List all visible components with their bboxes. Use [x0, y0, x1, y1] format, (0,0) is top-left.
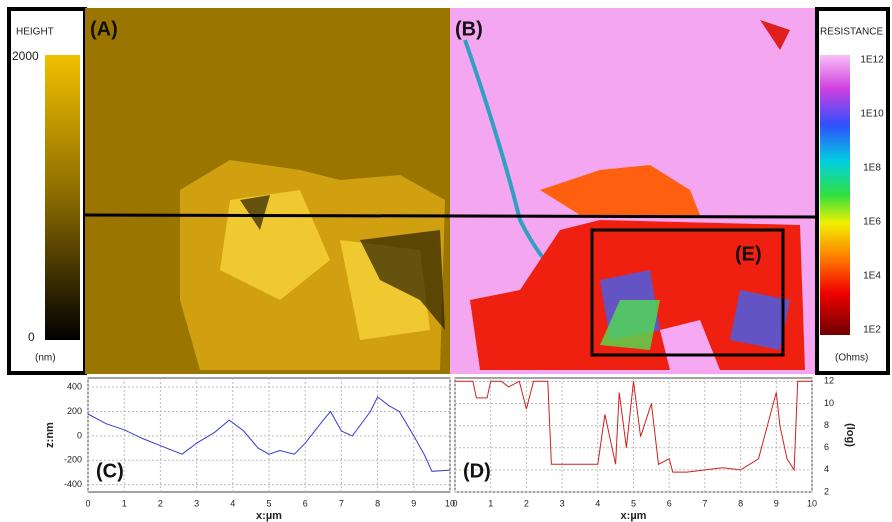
resistance-title: RESISTANCE [820, 27, 883, 38]
x-tick-label: 1 [122, 498, 127, 508]
x-tick-label: 4 [230, 498, 235, 508]
x-tick-label: 10 [807, 498, 817, 508]
region-orange [540, 165, 700, 215]
height-colorbar [45, 55, 80, 340]
panel-label: (A) [90, 18, 118, 40]
y-tick-label: 12 [824, 376, 834, 386]
height-unit: (nm) [35, 353, 56, 364]
x-tick-label: 4 [595, 498, 600, 508]
x-tick-label: 5 [631, 498, 636, 508]
resistance-tick-label: 1E12 [860, 55, 884, 66]
x-tick-label: 1 [488, 498, 493, 508]
flake-shadow [240, 195, 445, 330]
y-tick-label: 8 [824, 420, 829, 430]
region-pink [660, 320, 720, 370]
x-tick-label: 9 [411, 498, 416, 508]
x-tick-label: 2 [524, 498, 529, 508]
x-axis-label: x:µm [256, 510, 282, 522]
y-tick-label: -400 [64, 479, 82, 489]
x-tick-label: 10 [445, 498, 455, 508]
resistance-tick-label: 1E4 [863, 271, 881, 282]
region-red-top [760, 20, 790, 50]
x-tick-label: 0 [452, 498, 457, 508]
height-min: 0 [28, 330, 35, 344]
height-title: HEIGHT [16, 27, 54, 38]
panel-label: (E) [735, 243, 762, 265]
y-axis-label: z:nm [44, 422, 56, 448]
region-e-box [590, 228, 785, 357]
region-green [600, 300, 660, 350]
x-tick-label: 7 [339, 498, 344, 508]
x-tick-label: 0 [85, 498, 90, 508]
y-tick-label: 2 [824, 486, 829, 496]
x-tick-label: 3 [194, 498, 199, 508]
y-tick-label: 0 [77, 430, 82, 440]
resistance-unit: (Ohms) [835, 353, 868, 364]
profile-line [84, 213, 816, 219]
y-tick-label: 4 [824, 464, 829, 474]
x-tick-label: 7 [702, 498, 707, 508]
data-line [87, 396, 451, 472]
panel-label: (C) [96, 460, 124, 482]
y-axis-label: (log) [844, 423, 856, 447]
resistance-tick-label: 1E10 [860, 109, 884, 120]
y-tick-label: 400 [67, 382, 82, 392]
resistance-tick-label: 1E8 [863, 163, 881, 174]
panel-label: (D) [463, 460, 491, 482]
resistance-colorbar [820, 55, 850, 335]
x-tick-label: 5 [266, 498, 271, 508]
x-axis-label: x:µm [621, 510, 647, 522]
resistance-tick-label: 1E6 [863, 217, 881, 228]
x-tick-label: 8 [375, 498, 380, 508]
x-tick-label: 3 [560, 498, 565, 508]
x-tick-label: 8 [738, 498, 743, 508]
y-tick-label: 6 [824, 442, 829, 452]
resistance-tick-label: 1E2 [863, 325, 881, 336]
y-tick-label: 10 [824, 398, 834, 408]
flake-highlight [220, 190, 430, 340]
x-tick-label: 6 [667, 498, 672, 508]
panel-label: (B) [455, 18, 483, 40]
x-tick-label: 2 [158, 498, 163, 508]
data-line [455, 380, 812, 473]
height-max: 2000 [12, 49, 39, 63]
x-tick-label: 6 [303, 498, 308, 508]
y-tick-label: 200 [67, 406, 82, 416]
y-tick-label: -200 [64, 455, 82, 465]
x-tick-label: 9 [774, 498, 779, 508]
